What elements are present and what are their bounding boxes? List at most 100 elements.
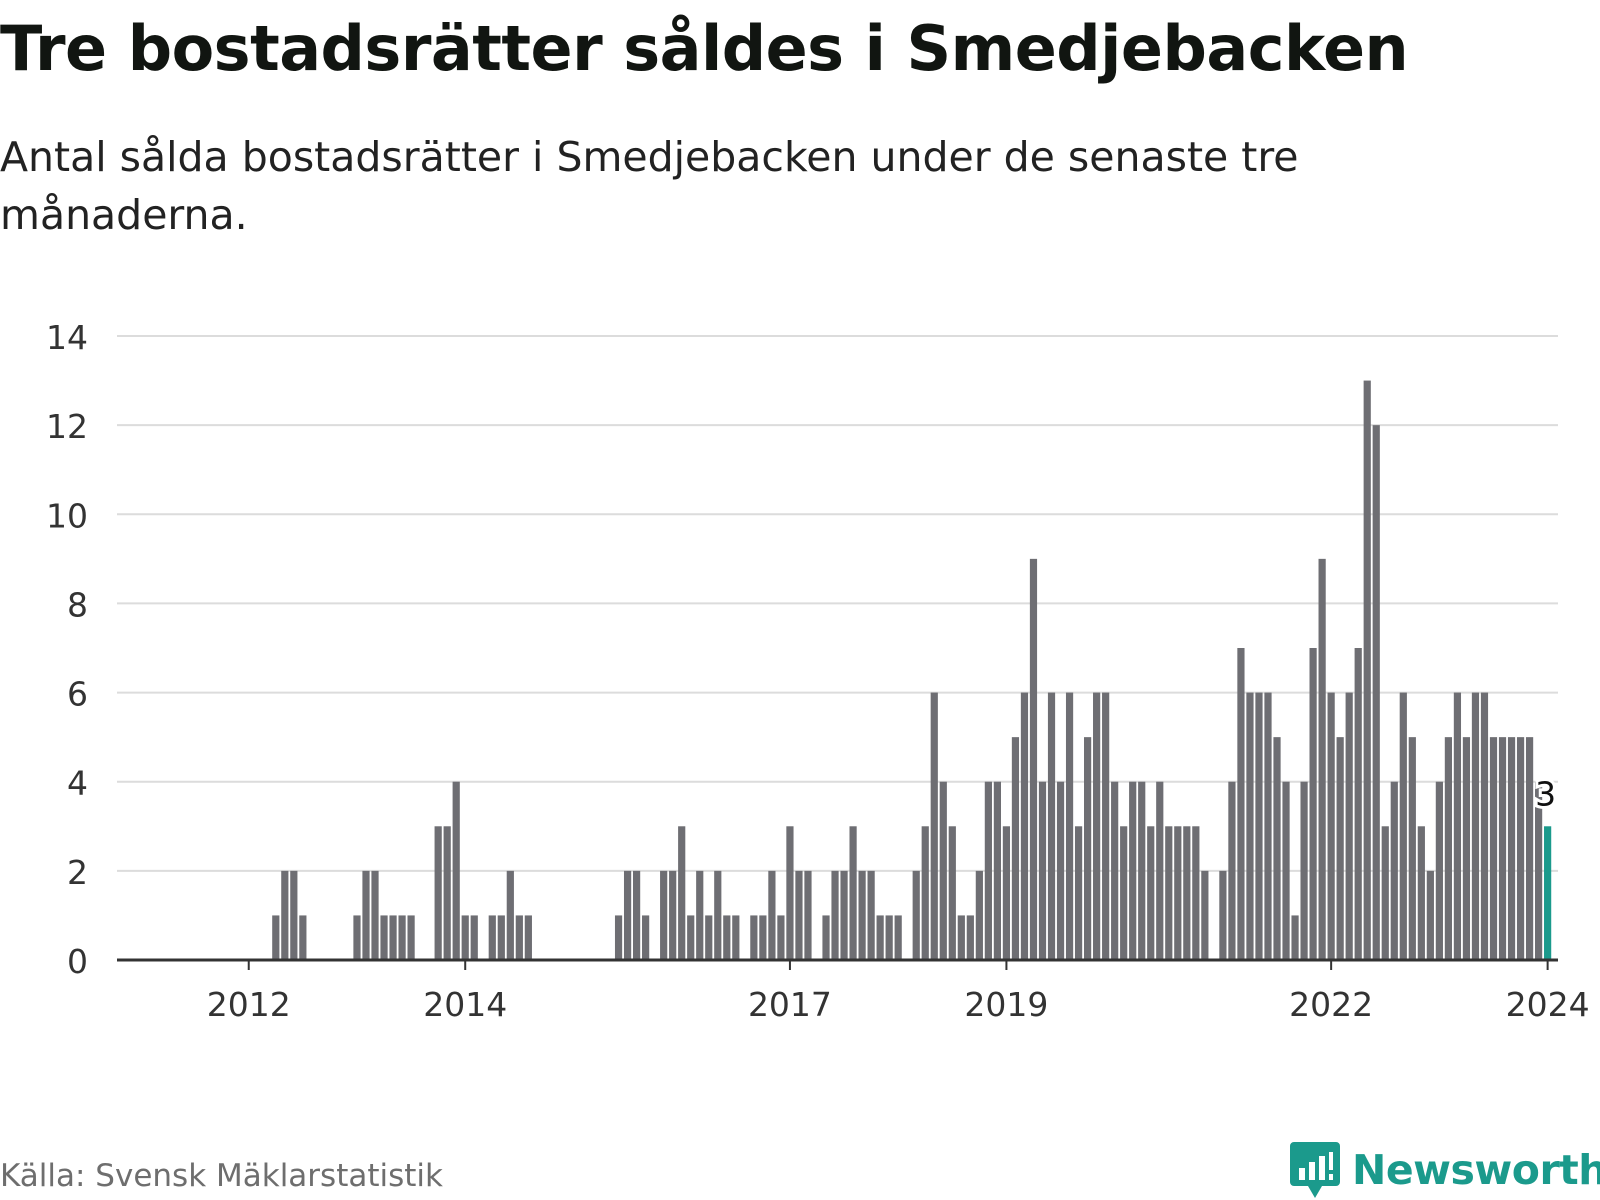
bar <box>1246 692 1254 960</box>
y-tick-label: 6 <box>67 675 88 714</box>
bar <box>1535 781 1543 960</box>
gridlines <box>117 335 1558 872</box>
bar <box>1381 826 1389 960</box>
bar <box>1129 781 1137 960</box>
bar-chart: 0 2 4 6 8 10 12 14 2012 2014 2017 2019 2022 2024 3 <box>46 318 1590 1024</box>
bar <box>1480 692 1489 960</box>
bar <box>885 915 893 960</box>
bar <box>1327 692 1335 960</box>
bar <box>1300 781 1308 960</box>
x-tick-label: 2022 <box>1289 985 1373 1024</box>
bar <box>1525 737 1534 960</box>
bar <box>515 915 523 960</box>
bar <box>272 915 280 960</box>
bar <box>993 781 1001 960</box>
bar <box>1345 692 1353 960</box>
bar <box>443 826 451 960</box>
bar <box>669 870 677 960</box>
bar <box>768 870 776 960</box>
bar <box>362 870 370 960</box>
chart-subtitle: Antal sålda bostadsrätter i Smedjebacken… <box>0 133 1299 239</box>
bar <box>389 915 397 960</box>
bar <box>461 915 469 960</box>
bar <box>281 870 289 960</box>
bar <box>398 915 406 960</box>
bar <box>921 826 929 960</box>
bar <box>849 826 857 960</box>
bar <box>1444 737 1452 960</box>
y-tick-label: 14 <box>46 318 88 357</box>
bar <box>1471 692 1480 960</box>
bar <box>678 826 686 960</box>
bar <box>642 915 650 960</box>
bar <box>1138 781 1146 960</box>
bar <box>1417 826 1425 960</box>
bar <box>1102 692 1110 960</box>
bar <box>1498 737 1507 960</box>
bar <box>1201 870 1209 960</box>
bar <box>1020 692 1029 960</box>
y-tick-label: 4 <box>67 764 88 803</box>
bar <box>1363 380 1371 960</box>
x-tick-label: 2014 <box>423 985 507 1024</box>
bar <box>1093 692 1101 960</box>
bar <box>1426 870 1434 960</box>
bar <box>1111 781 1119 960</box>
bar <box>1038 781 1047 960</box>
bar <box>957 915 965 960</box>
bar <box>1255 692 1263 960</box>
bar <box>299 915 307 960</box>
bar <box>1399 692 1407 960</box>
bar <box>1282 781 1290 960</box>
bar <box>867 870 875 960</box>
bar <box>353 915 361 960</box>
bar <box>759 915 767 960</box>
bar <box>966 915 974 960</box>
bar <box>1029 558 1038 960</box>
bar <box>1047 692 1056 960</box>
bar <box>1453 692 1462 960</box>
bar <box>1084 737 1092 960</box>
bar <box>912 870 920 960</box>
bar <box>1408 737 1416 960</box>
bar <box>623 870 632 960</box>
bar <box>831 870 839 960</box>
bar <box>1264 692 1272 960</box>
bar <box>705 915 713 960</box>
bar <box>434 826 442 960</box>
bar <box>497 915 505 960</box>
bar <box>975 870 983 960</box>
bar <box>984 781 992 960</box>
x-axis: 2012 2014 2017 2019 2022 2024 <box>117 958 1590 1024</box>
bar <box>1372 425 1380 961</box>
bar <box>1192 826 1200 960</box>
x-tick-label: 2012 <box>207 985 291 1024</box>
bar <box>1120 826 1128 960</box>
bar <box>1156 781 1164 960</box>
bar <box>1318 558 1326 960</box>
y-tick-label: 8 <box>67 585 88 624</box>
bar <box>822 915 830 960</box>
bar <box>1354 648 1362 960</box>
bar <box>786 826 794 960</box>
bar <box>1489 737 1498 960</box>
bar <box>407 915 415 960</box>
brand-logo: Newsworthy <box>1290 1140 1600 1200</box>
annotations: 3 <box>1532 771 1559 816</box>
chart-title: Tre bostadsrätter såldes i Smedjebacken <box>0 12 1409 85</box>
y-tick-label: 0 <box>67 942 88 981</box>
bar <box>804 870 812 960</box>
x-tick-label: 2017 <box>748 985 832 1024</box>
bar <box>1507 737 1516 960</box>
bar <box>1273 737 1281 960</box>
bar <box>506 870 514 960</box>
bar <box>1002 826 1011 960</box>
bar <box>1147 826 1155 960</box>
bar <box>687 915 695 960</box>
bar <box>939 781 947 960</box>
bar <box>840 870 848 960</box>
newsworthy-logo-icon <box>1290 1142 1340 1198</box>
bar <box>488 915 496 960</box>
bar <box>1516 737 1525 960</box>
bar <box>1228 781 1236 960</box>
